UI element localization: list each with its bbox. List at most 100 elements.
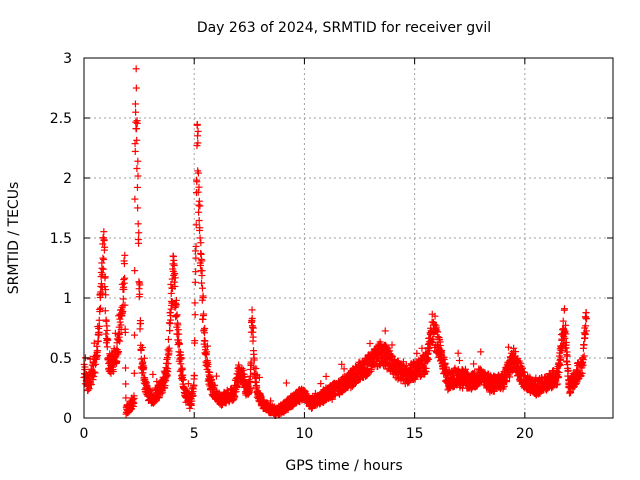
data-point (168, 298, 176, 306)
y-tick-label: 1.5 (50, 231, 72, 247)
data-point (92, 360, 100, 368)
data-point (136, 290, 144, 298)
data-point (191, 337, 199, 345)
data-point (189, 392, 197, 400)
y-axis-label: SRMTID / TECUs (6, 182, 22, 295)
data-point (133, 125, 141, 133)
data-point (198, 267, 206, 275)
data-point (140, 354, 148, 362)
data-point (136, 281, 144, 289)
data-point (196, 234, 204, 242)
data-point (164, 367, 172, 375)
data-point (248, 314, 256, 322)
data-point (267, 397, 275, 405)
data-point (89, 376, 97, 384)
data-point (194, 169, 202, 177)
data-point (338, 360, 346, 368)
data-point (132, 118, 140, 126)
data-point (504, 343, 512, 351)
data-point (133, 183, 141, 191)
data-point (131, 100, 139, 108)
data-point (200, 310, 208, 318)
data-point (190, 382, 198, 390)
data-point (132, 84, 140, 92)
chart-title: Day 263 of 2024, SRMTID for receiver gvi… (197, 20, 491, 36)
data-point (99, 240, 107, 248)
data-point (101, 283, 109, 291)
data-point (249, 324, 257, 332)
data-point (130, 394, 138, 402)
data-point (157, 390, 165, 398)
data-point (582, 309, 590, 317)
y-tick-labels: 0 0.5 1 1.5 2 2.5 3 (50, 51, 72, 427)
data-point (173, 311, 181, 319)
data-point (134, 157, 142, 165)
data-point (120, 260, 128, 268)
data-point (103, 326, 111, 334)
data-point (121, 328, 129, 336)
data-point (122, 394, 130, 402)
data-point (166, 327, 174, 335)
data-point (413, 349, 421, 357)
y-tick-label: 0.5 (50, 351, 72, 367)
x-tick-label: 10 (296, 426, 314, 442)
data-point (99, 265, 107, 273)
data-point (95, 316, 103, 324)
data-point (131, 267, 139, 275)
data-point (454, 349, 462, 357)
data-point (133, 165, 141, 173)
data-point (133, 136, 141, 144)
data-point (179, 376, 187, 384)
data-point (101, 307, 109, 315)
data-point (149, 370, 157, 378)
x-tick-labels: 0 5 10 15 20 (80, 426, 534, 442)
data-point (201, 324, 209, 332)
data-point (138, 343, 146, 351)
data-point (184, 380, 192, 388)
y-tick-label: 1 (63, 291, 72, 307)
data-point (134, 204, 142, 212)
data-point (109, 368, 117, 376)
data-point (198, 257, 206, 265)
data-point (171, 274, 179, 282)
data-point (241, 373, 249, 381)
data-point (81, 363, 89, 371)
data-point (132, 65, 140, 73)
data-point (85, 385, 93, 393)
data-point (84, 386, 92, 394)
data-point (164, 360, 172, 368)
data-point (131, 147, 139, 155)
data-point (94, 347, 102, 355)
data-point (115, 348, 123, 356)
data-point (122, 364, 130, 372)
data-point (193, 178, 201, 186)
x-tick-label: 15 (406, 426, 424, 442)
data-point (95, 328, 103, 336)
data-point (91, 369, 99, 377)
x-tick-label: 20 (516, 426, 534, 442)
data-point (203, 348, 211, 356)
data-point (164, 335, 172, 343)
y-tick-label: 0 (63, 411, 72, 427)
data-point (248, 306, 256, 314)
data-point (246, 384, 254, 392)
data-point (322, 372, 330, 380)
data-point (131, 140, 139, 148)
data-point (195, 183, 203, 191)
data-point (201, 337, 209, 345)
data-point (204, 360, 212, 368)
data-point (121, 301, 129, 309)
data-point (100, 256, 108, 264)
data-points (80, 65, 591, 419)
data-point (140, 363, 148, 371)
data-point (94, 337, 102, 345)
data-point (470, 360, 478, 368)
data-point (195, 208, 203, 216)
data-point (212, 372, 220, 380)
data-point (239, 366, 247, 374)
data-point (192, 242, 200, 250)
x-tick-label: 0 (80, 426, 89, 442)
data-point (563, 352, 571, 360)
data-point (197, 239, 205, 247)
data-point (167, 312, 175, 320)
